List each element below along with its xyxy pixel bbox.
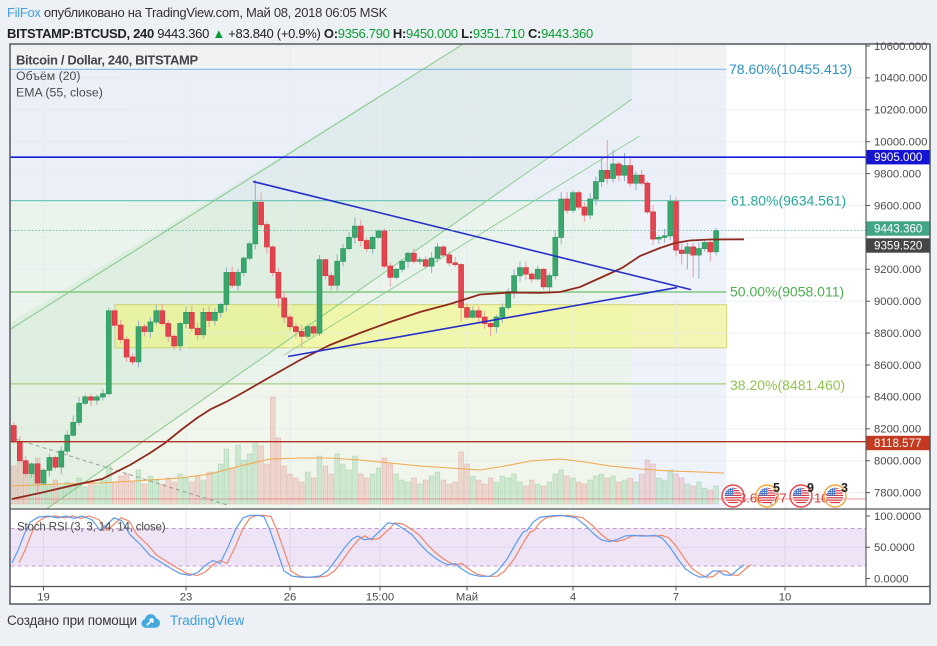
svg-text:9905.000: 9905.000 bbox=[874, 151, 922, 164]
svg-text:4: 4 bbox=[570, 592, 576, 604]
svg-text:8200.000: 8200.000 bbox=[874, 424, 921, 436]
svg-text:Объём (20): Объём (20) bbox=[16, 69, 80, 83]
svg-text:50.00%(9058.011): 50.00%(9058.011) bbox=[730, 284, 844, 300]
svg-text:FilFox опубликовано на Trading: FilFox опубликовано на TradingView.com, … bbox=[7, 5, 388, 20]
svg-text:9: 9 bbox=[807, 481, 814, 495]
svg-text:61.80%(9634.561): 61.80%(9634.561) bbox=[731, 192, 846, 208]
svg-text:7: 7 bbox=[673, 592, 679, 604]
svg-text:10400.000: 10400.000 bbox=[874, 73, 927, 85]
svg-text:50.0000: 50.0000 bbox=[874, 542, 915, 554]
svg-text:5: 5 bbox=[773, 481, 780, 495]
svg-text:100.0000: 100.0000 bbox=[874, 511, 921, 523]
svg-text:38.20%(8481.460): 38.20%(8481.460) bbox=[730, 377, 845, 393]
svg-text:8600.000: 8600.000 bbox=[874, 360, 921, 372]
svg-text:10200.000: 10200.000 bbox=[874, 105, 927, 117]
svg-text:8000.000: 8000.000 bbox=[874, 456, 921, 468]
svg-text:7800.000: 7800.000 bbox=[874, 487, 921, 499]
svg-text:9000.000: 9000.000 bbox=[874, 296, 921, 308]
svg-text:9200.000: 9200.000 bbox=[874, 264, 921, 276]
svg-text:Создано при помощи: Создано при помощи bbox=[7, 613, 137, 628]
svg-text:BITSTAMP:BTCUSD, 240 9443.360: BITSTAMP:BTCUSD, 240 9443.360 ▲ +83.840 … bbox=[7, 26, 593, 41]
svg-text:TradingView: TradingView bbox=[170, 613, 245, 628]
svg-text:9600.000: 9600.000 bbox=[874, 200, 921, 212]
svg-text:10000.000: 10000.000 bbox=[874, 137, 927, 149]
svg-text:19: 19 bbox=[37, 592, 50, 604]
svg-text:9800.000: 9800.000 bbox=[874, 168, 921, 180]
svg-text:Bitcoin / Dollar, 240, BITSTAM: Bitcoin / Dollar, 240, BITSTAMP bbox=[16, 52, 198, 67]
svg-text:23: 23 bbox=[180, 592, 193, 604]
svg-text:3: 3 bbox=[841, 481, 848, 495]
svg-text:26: 26 bbox=[284, 592, 297, 604]
svg-text:0.0000: 0.0000 bbox=[874, 573, 909, 585]
svg-text:10600.000: 10600.000 bbox=[874, 41, 927, 53]
svg-text:9443.360: 9443.360 bbox=[874, 223, 922, 236]
svg-text:8800.000: 8800.000 bbox=[874, 328, 921, 340]
svg-text:78.60%(10455.413): 78.60%(10455.413) bbox=[729, 61, 852, 77]
svg-text:10: 10 bbox=[779, 592, 792, 604]
svg-text:Май: Май bbox=[456, 592, 478, 604]
svg-text:8118.577: 8118.577 bbox=[874, 437, 922, 450]
svg-text:Stoch RSI (3, 3, 14, 14, close: Stoch RSI (3, 3, 14, 14, close) bbox=[17, 521, 166, 534]
svg-text:8400.000: 8400.000 bbox=[874, 392, 921, 404]
svg-text:15:00: 15:00 bbox=[366, 592, 394, 604]
svg-text:9359.520: 9359.520 bbox=[874, 240, 922, 253]
svg-text:EMA (55, close): EMA (55, close) bbox=[16, 86, 103, 100]
